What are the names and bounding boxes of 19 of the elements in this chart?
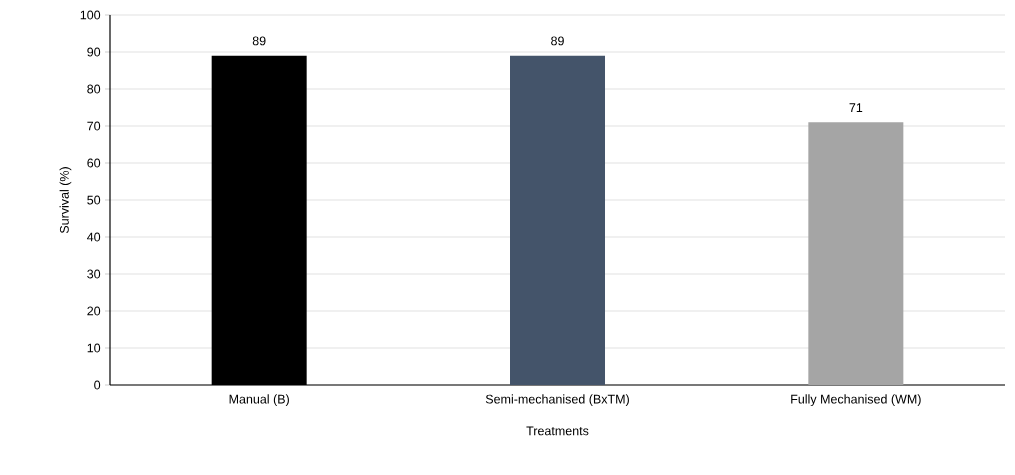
x-tick-label: Semi-mechanised (BxTM)	[485, 394, 629, 407]
y-tick-label: 70	[87, 121, 101, 131]
data-label: 89	[252, 36, 266, 46]
data-label: 71	[849, 103, 863, 112]
y-tick-label: 60	[87, 158, 101, 168]
y-tick-label: 50	[87, 195, 101, 205]
y-tick-label: 0	[94, 380, 101, 390]
y-tick-label: 30	[87, 269, 101, 279]
y-axis-title: Survival (%)	[59, 167, 72, 234]
y-tick-label: 80	[87, 84, 101, 94]
y-tick-label: 100	[80, 10, 101, 20]
y-tick-label: 90	[87, 47, 101, 57]
x-tick-label: Manual (B)	[229, 394, 289, 407]
data-label: 89	[551, 36, 564, 46]
x-axis-title: Treatments	[526, 426, 589, 436]
y-tick-label: 10	[87, 343, 101, 353]
y-tick-label: 20	[87, 306, 101, 316]
y-tick-label: 40	[87, 232, 101, 242]
x-tick-label: Fully Mechanised (WM)	[791, 394, 921, 407]
